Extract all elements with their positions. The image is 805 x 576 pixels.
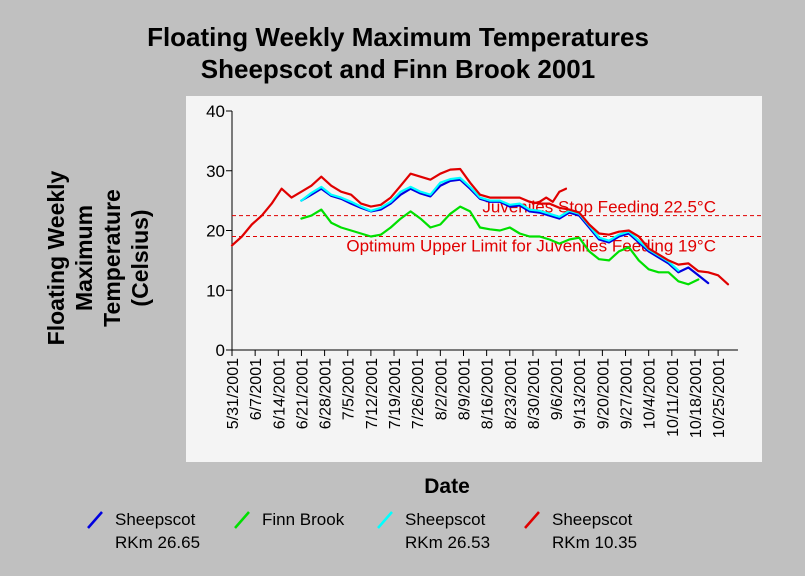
legend-label: Sheepscot	[115, 510, 196, 529]
x-tick-label: 9/27/2001	[619, 358, 636, 429]
x-tick-label: 10/4/2001	[642, 358, 659, 429]
series-line	[230, 167, 730, 286]
x-tick-label: 6/14/2001	[271, 358, 288, 429]
reference-line-label: Juveniles Stop Feeding 22.5°C	[482, 198, 716, 217]
chart-title-line1: Floating Weekly Maximum Temperatures	[147, 22, 649, 52]
y-tick-label: 20	[206, 222, 225, 241]
x-tick-label: 5/31/2001	[225, 358, 242, 429]
y-tick-label: 0	[216, 341, 225, 360]
x-tick-label: 10/25/2001	[711, 358, 728, 438]
x-tick-label: 6/7/2001	[248, 358, 265, 420]
y-axis-label-line2: Maximum	[71, 205, 97, 311]
x-tick-label: 8/9/2001	[456, 358, 473, 420]
y-axis-label-line4: (Celsius)	[127, 209, 153, 306]
legend-swatch	[87, 511, 103, 529]
x-tick-label: 8/2/2001	[433, 358, 450, 420]
legend-label: Sheepscot	[552, 510, 633, 529]
x-axis-label: Date	[424, 475, 470, 498]
legend-sublabel: RKm 26.53	[405, 533, 490, 552]
x-tick-label: 10/11/2001	[665, 358, 682, 437]
x-tick-label: 8/23/2001	[503, 358, 520, 429]
x-tick-label: 6/21/2001	[294, 358, 311, 429]
legend-label: Sheepscot	[405, 510, 486, 529]
legend-swatch	[377, 511, 393, 529]
reference-line-label: Optimum Upper Limit for Juveniles Feedin…	[346, 236, 716, 255]
legend: Sheepscot RKm 26.65 Finn Brook Sheepscot RKm…	[87, 510, 637, 552]
legend-swatch	[234, 511, 250, 529]
x-tick-label: 7/26/2001	[410, 358, 427, 429]
legend-label: Finn Brook	[262, 510, 345, 529]
x-tick-label: 10/18/2001	[688, 358, 705, 438]
series-line	[300, 205, 700, 286]
chart-title-line2: Sheepscot and Finn Brook 2001	[201, 54, 595, 84]
legend-sublabel: RKm 26.65	[115, 533, 200, 552]
legend-swatch	[524, 511, 540, 529]
y-axis-label-line1: Floating Weekly	[43, 170, 69, 345]
data-series	[230, 167, 730, 286]
x-tick-label: 7/5/2001	[341, 358, 358, 420]
x-tick-label: 9/20/2001	[595, 358, 612, 429]
plot-area	[186, 96, 762, 462]
x-tick-label: 8/16/2001	[480, 358, 497, 429]
series-line	[531, 187, 568, 205]
x-tick-label: 6/28/2001	[318, 358, 335, 429]
y-axis-label: Floating Weekly Maximum Temperature (Cel…	[43, 170, 153, 345]
y-tick-label: 10	[206, 281, 225, 300]
y-tick-label: 30	[206, 162, 225, 181]
axes: 0 10 20 30 40 5/31/2001 6/7/2001 6/14/2001 6/21/…	[206, 102, 738, 438]
x-tick-label: 9/13/2001	[572, 358, 589, 429]
y-axis-label-line3: Temperature	[99, 189, 125, 327]
x-tick-label: 7/19/2001	[387, 358, 404, 429]
x-tick-label: 7/12/2001	[364, 358, 381, 429]
series-line	[300, 176, 680, 272]
x-tick-label: 8/30/2001	[526, 358, 543, 429]
legend-sublabel: RKm 10.35	[552, 533, 637, 552]
y-tick-label: 40	[206, 102, 225, 121]
x-tick-label: 9/6/2001	[549, 358, 566, 420]
